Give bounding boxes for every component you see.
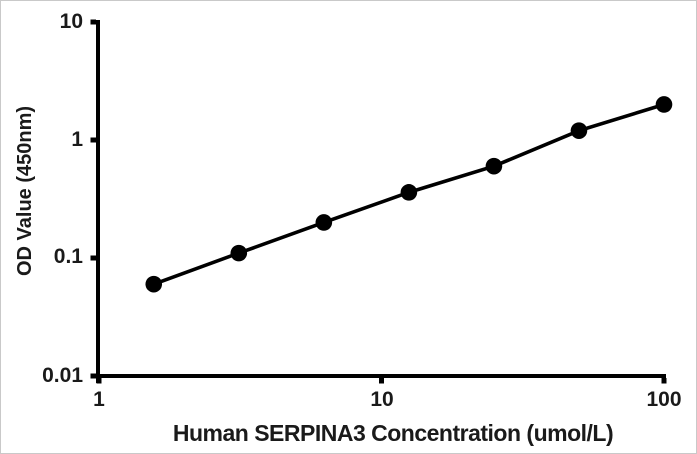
- x-axis-title: Human SERPINA3 Concentration (umol/L): [172, 420, 614, 446]
- y-tick-label: 0.1: [53, 245, 83, 268]
- data-point: [400, 184, 418, 201]
- x-tick-label: 10: [370, 388, 394, 411]
- data-point: [570, 122, 588, 139]
- y-tick-label: 0.01: [42, 364, 83, 387]
- y-tick-label: 10: [59, 10, 83, 33]
- data-point: [230, 244, 248, 262]
- data-point: [485, 157, 503, 175]
- data-point: [315, 214, 333, 231]
- y-tick-label: 1: [71, 128, 83, 151]
- x-tick-label: 100: [646, 388, 682, 411]
- y-axis-title: OD Value (450nm): [14, 105, 36, 277]
- x-tick-label: 1: [93, 388, 105, 411]
- data-point: [655, 96, 673, 113]
- data-point: [145, 275, 163, 293]
